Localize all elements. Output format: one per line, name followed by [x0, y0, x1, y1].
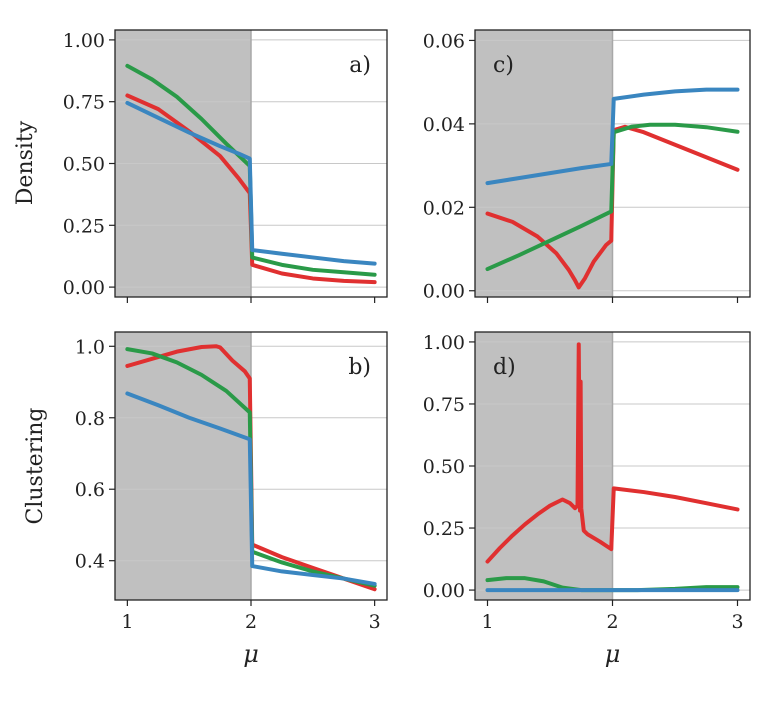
y-tick-label: 0.06	[423, 30, 465, 52]
y-tick-label: 0.50	[63, 154, 105, 176]
y-tick-label: 0.50	[423, 456, 465, 478]
series-line-red	[125, 344, 377, 592]
y-tick-label: 0.00	[423, 580, 465, 602]
panel-d: 0.00 0.25 0.50 0.75 1.00 1 2 3 d) μ	[423, 331, 751, 668]
panel-label: c)	[493, 53, 514, 78]
series-line-green	[125, 347, 377, 588]
y-tick-label: 0.25	[63, 215, 105, 237]
y-tick-label: 0.00	[63, 277, 105, 299]
y-tick-label: 0.00	[423, 281, 465, 303]
panel-label: d)	[493, 355, 516, 380]
series-line-red	[485, 124, 740, 290]
x-tick-label: 2	[606, 611, 618, 633]
y-tick-label: 0.02	[423, 197, 465, 219]
shaded-region	[115, 332, 251, 600]
x-tick-label: 1	[481, 611, 493, 633]
y-tick-label: 0.4	[75, 551, 105, 573]
y-tick-label: 0.75	[63, 92, 105, 114]
series-line-blue	[485, 87, 740, 186]
y-tick-label: 0.6	[75, 479, 105, 501]
x-tick-label: 1	[121, 611, 133, 633]
y-tick-label: 0.8	[75, 408, 105, 430]
panel-a: 0.00 0.25 0.50 0.75 1.00 a) Density	[13, 29, 388, 303]
series-line-red	[485, 342, 740, 564]
shaded-region	[475, 30, 613, 297]
y-tick-label: 0.04	[423, 114, 465, 136]
x-tick-label: 3	[369, 611, 381, 633]
x-tick-label: 3	[731, 611, 743, 633]
panel-label: a)	[349, 53, 371, 78]
y-tick-label: 1.00	[423, 332, 465, 354]
panel-c: 0.00 0.02 0.04 0.06 c)	[423, 29, 751, 303]
y-axis-title: Clustering	[23, 408, 48, 525]
x-axis-title: μ	[243, 640, 259, 668]
y-tick-label: 0.25	[423, 518, 465, 540]
x-tick-label: 2	[245, 611, 257, 633]
x-axis-title: μ	[605, 640, 621, 668]
y-axis-title: Density	[13, 120, 38, 205]
panel-b: 0.4 0.6 0.8 1.0 1 2 3 b) Clustering μ	[23, 331, 388, 668]
y-tick-label: 1.00	[63, 30, 105, 52]
series-line-blue	[125, 391, 377, 586]
y-tick-label: 1.0	[75, 336, 105, 358]
y-tick-label: 0.75	[423, 394, 465, 416]
series-line-blue	[125, 100, 377, 266]
panel-label: b)	[348, 355, 371, 380]
